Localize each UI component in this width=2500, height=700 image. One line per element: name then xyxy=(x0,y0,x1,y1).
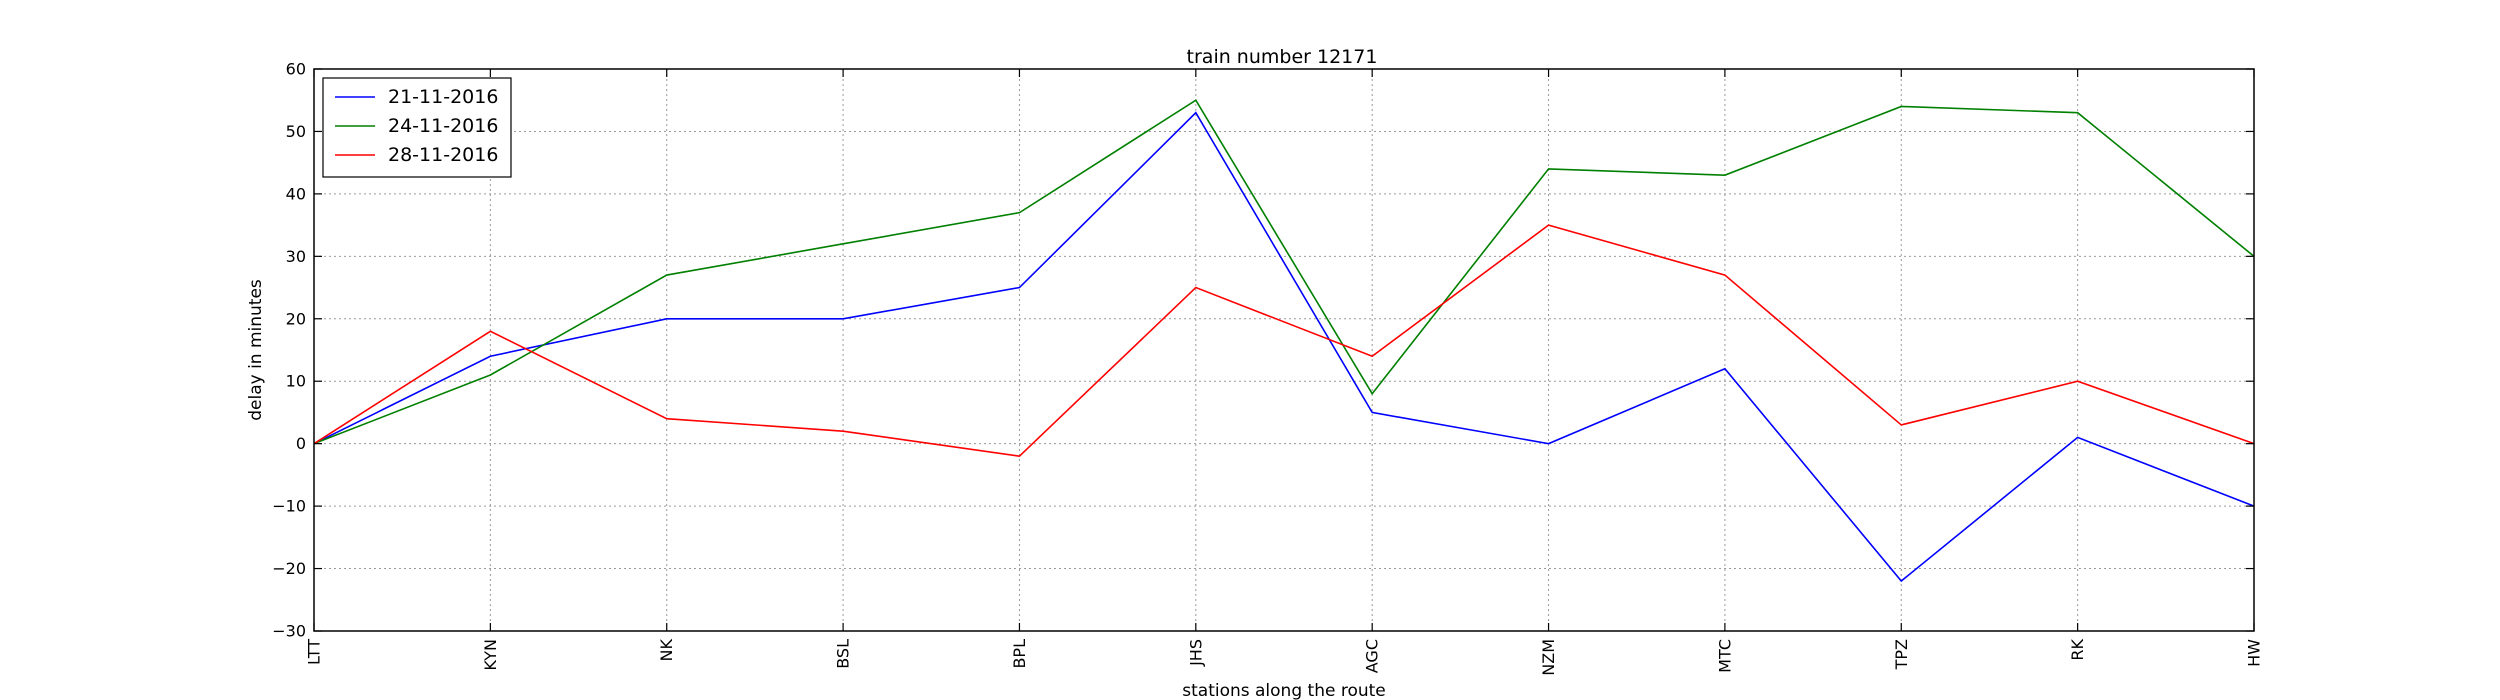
series-line-21-11-2016 xyxy=(313,111,2255,583)
x-tick-label: BSL xyxy=(834,639,853,669)
y-tick-label: 20 xyxy=(286,309,306,328)
series-lines xyxy=(313,99,2255,583)
y-tick-label: −10 xyxy=(272,497,306,516)
x-tick-labels: LTT KYN NK BSL BPL JHS AGC NZM MTC TPZ RK HW xyxy=(305,638,2264,675)
chart-title: train number 12171 xyxy=(1187,46,1378,68)
y-tick-label: −20 xyxy=(272,559,306,578)
x-tick-label: RK xyxy=(2068,638,2087,660)
y-tick-label: 40 xyxy=(286,184,306,203)
x-tick-label: AGC xyxy=(1363,639,1382,673)
series-line-24-11-2016 xyxy=(313,99,2255,445)
x-tick-label: NK xyxy=(657,639,676,662)
plot-frame xyxy=(313,68,2255,632)
series-line-28-11-2016 xyxy=(313,224,2255,458)
legend-label: 24-11-2016 xyxy=(388,115,498,137)
y-tick-label: 30 xyxy=(286,247,306,266)
x-tick-label: JHS xyxy=(1186,639,1205,667)
y-tick-label: 60 xyxy=(286,60,306,79)
x-tick-label: HW xyxy=(2245,639,2264,667)
y-tick-label: 10 xyxy=(286,372,306,391)
x-tick-label: TPZ xyxy=(1892,639,1911,670)
legend: 21-11-2016 24-11-2016 28-11-2016 xyxy=(322,77,512,178)
legend-label: 28-11-2016 xyxy=(388,144,498,166)
legend-label: 21-11-2016 xyxy=(388,86,498,108)
x-tick-label: MTC xyxy=(1715,639,1734,673)
y-tick-labels: −30 −20 −10 0 10 20 30 40 50 60 xyxy=(272,60,306,641)
grid-lines xyxy=(314,69,2254,631)
y-tick-label: 50 xyxy=(286,122,306,141)
x-axis-label: stations along the route xyxy=(1182,681,1386,700)
x-tick-label: LTT xyxy=(305,639,324,665)
legend-box xyxy=(322,77,512,178)
y-axis-label: delay in minutes xyxy=(246,279,266,421)
y-tick-label: 0 xyxy=(296,434,306,453)
x-tick-label: BPL xyxy=(1010,639,1029,669)
x-tick-label: NZM xyxy=(1539,639,1558,676)
axis-ticks xyxy=(313,68,2255,632)
y-tick-label: −30 xyxy=(272,622,306,641)
x-tick-label: KYN xyxy=(481,639,500,671)
